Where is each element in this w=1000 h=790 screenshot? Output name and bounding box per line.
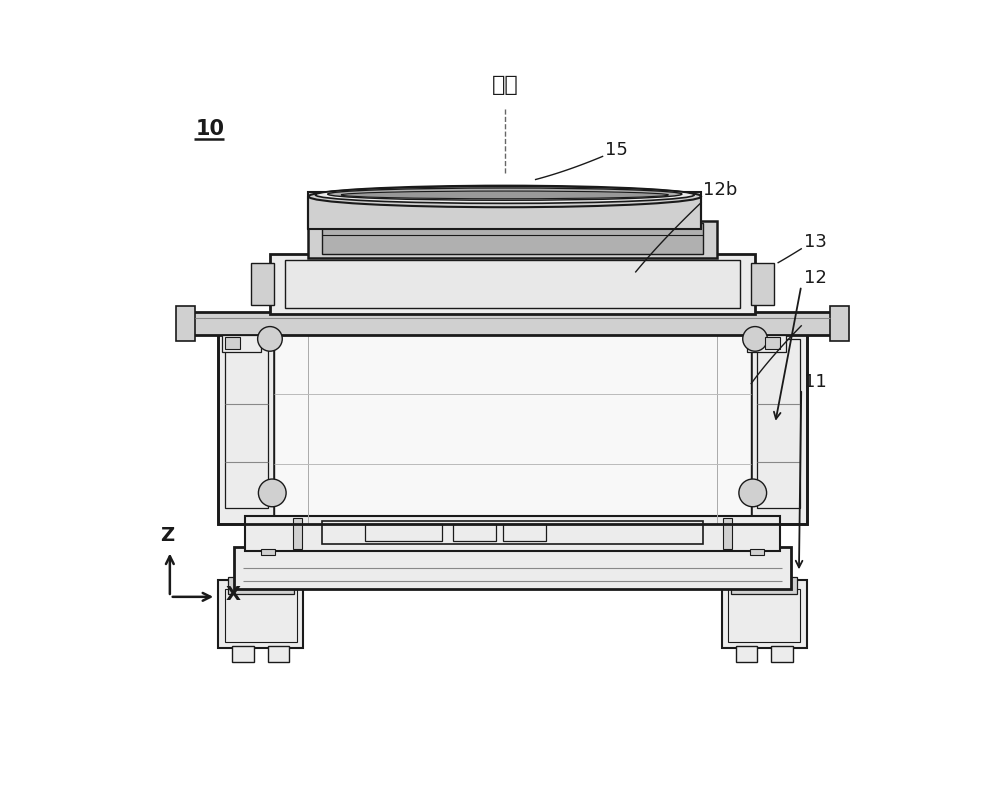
Bar	[757, 339, 800, 508]
Bar	[830, 306, 849, 341]
Text: 12b: 12b	[703, 181, 738, 199]
Bar	[251, 263, 274, 305]
Bar	[771, 646, 793, 661]
Bar	[176, 306, 195, 341]
Text: X: X	[225, 585, 240, 604]
Text: 13: 13	[804, 233, 826, 251]
Circle shape	[258, 326, 282, 352]
Circle shape	[739, 479, 767, 506]
Text: 14: 14	[804, 312, 826, 329]
Bar	[308, 192, 701, 229]
Bar	[736, 646, 757, 661]
Bar	[218, 323, 807, 524]
Bar	[322, 521, 703, 544]
Text: 12: 12	[804, 269, 826, 288]
Bar	[261, 549, 275, 555]
Bar	[293, 517, 302, 549]
Ellipse shape	[328, 188, 682, 201]
Circle shape	[258, 479, 286, 506]
Bar	[723, 517, 732, 549]
Bar	[750, 549, 764, 555]
Bar	[747, 335, 786, 352]
Bar	[222, 335, 261, 352]
Bar	[218, 580, 303, 648]
Text: 10: 10	[195, 118, 224, 139]
Circle shape	[743, 326, 767, 352]
Bar	[191, 312, 834, 335]
Bar	[225, 337, 240, 349]
Ellipse shape	[341, 191, 668, 199]
Bar	[232, 646, 254, 661]
Bar	[751, 323, 807, 524]
Text: 光轴: 光轴	[491, 75, 518, 95]
Bar	[751, 263, 774, 305]
Bar	[225, 339, 268, 508]
Ellipse shape	[315, 186, 694, 203]
Bar	[270, 254, 755, 314]
Bar	[285, 261, 740, 308]
Text: 11: 11	[804, 374, 826, 391]
Bar	[225, 589, 297, 641]
Bar	[218, 323, 274, 524]
Bar	[308, 221, 717, 258]
Bar	[268, 646, 289, 661]
Ellipse shape	[308, 186, 701, 207]
Bar	[274, 323, 751, 524]
Bar	[322, 224, 703, 254]
Text: Z: Z	[160, 526, 174, 545]
Bar	[731, 577, 797, 594]
Bar	[722, 580, 807, 648]
Bar	[728, 589, 800, 641]
Bar	[234, 547, 791, 589]
Text: 15: 15	[605, 141, 628, 159]
Bar	[453, 524, 496, 541]
Bar	[503, 524, 546, 541]
Bar	[245, 516, 780, 551]
Bar	[765, 337, 780, 349]
Bar	[228, 577, 294, 594]
Bar	[365, 524, 442, 541]
